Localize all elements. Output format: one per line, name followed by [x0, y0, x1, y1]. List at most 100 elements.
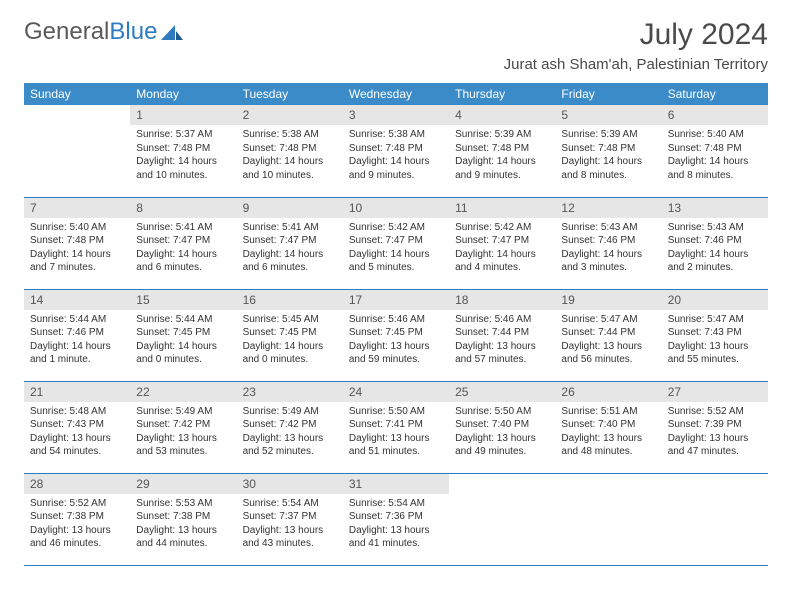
daylight-text: Daylight: 13 hours and 47 minutes. — [668, 432, 762, 459]
day-cell: 7Sunrise: 5:40 AMSunset: 7:48 PMDaylight… — [24, 197, 130, 289]
col-thursday: Thursday — [449, 83, 555, 105]
sunrise-text: Sunrise: 5:39 AM — [561, 128, 655, 142]
day-cell: 16Sunrise: 5:45 AMSunset: 7:45 PMDayligh… — [237, 289, 343, 381]
day-number: 20 — [662, 290, 768, 310]
sunset-text: Sunset: 7:44 PM — [455, 326, 549, 340]
day-number: 8 — [130, 198, 236, 218]
sunset-text: Sunset: 7:46 PM — [30, 326, 124, 340]
day-number: 24 — [343, 382, 449, 402]
col-tuesday: Tuesday — [237, 83, 343, 105]
day-number: 18 — [449, 290, 555, 310]
sunrise-text: Sunrise: 5:38 AM — [243, 128, 337, 142]
day-body: Sunrise: 5:38 AMSunset: 7:48 PMDaylight:… — [343, 125, 449, 190]
daylight-text: Daylight: 14 hours and 0 minutes. — [243, 340, 337, 367]
title-block: July 2024 Jurat ash Sham'ah, Palestinian… — [504, 18, 768, 73]
sunset-text: Sunset: 7:40 PM — [561, 418, 655, 432]
day-body: Sunrise: 5:43 AMSunset: 7:46 PMDaylight:… — [555, 218, 661, 283]
sunset-text: Sunset: 7:43 PM — [30, 418, 124, 432]
day-body: Sunrise: 5:40 AMSunset: 7:48 PMDaylight:… — [24, 218, 130, 283]
sunset-text: Sunset: 7:36 PM — [349, 510, 443, 524]
sunrise-text: Sunrise: 5:52 AM — [30, 497, 124, 511]
day-cell: 22Sunrise: 5:49 AMSunset: 7:42 PMDayligh… — [130, 381, 236, 473]
sunset-text: Sunset: 7:45 PM — [136, 326, 230, 340]
day-number: 1 — [130, 105, 236, 125]
sunrise-text: Sunrise: 5:40 AM — [668, 128, 762, 142]
day-cell: 6Sunrise: 5:40 AMSunset: 7:48 PMDaylight… — [662, 105, 768, 197]
day-cell: 29Sunrise: 5:53 AMSunset: 7:38 PMDayligh… — [130, 473, 236, 565]
col-sunday: Sunday — [24, 83, 130, 105]
day-body: Sunrise: 5:54 AMSunset: 7:36 PMDaylight:… — [343, 494, 449, 559]
daylight-text: Daylight: 14 hours and 1 minute. — [30, 340, 124, 367]
sunset-text: Sunset: 7:45 PM — [349, 326, 443, 340]
day-cell — [24, 105, 130, 197]
day-number: 28 — [24, 474, 130, 494]
sunrise-text: Sunrise: 5:46 AM — [455, 313, 549, 327]
daylight-text: Daylight: 14 hours and 3 minutes. — [561, 248, 655, 275]
day-number: 21 — [24, 382, 130, 402]
week-row: 14Sunrise: 5:44 AMSunset: 7:46 PMDayligh… — [24, 289, 768, 381]
daylight-text: Daylight: 14 hours and 9 minutes. — [349, 155, 443, 182]
col-saturday: Saturday — [662, 83, 768, 105]
daylight-text: Daylight: 14 hours and 10 minutes. — [136, 155, 230, 182]
day-cell: 2Sunrise: 5:38 AMSunset: 7:48 PMDaylight… — [237, 105, 343, 197]
sunset-text: Sunset: 7:48 PM — [668, 142, 762, 156]
sunset-text: Sunset: 7:44 PM — [561, 326, 655, 340]
day-cell: 30Sunrise: 5:54 AMSunset: 7:37 PMDayligh… — [237, 473, 343, 565]
day-body: Sunrise: 5:40 AMSunset: 7:48 PMDaylight:… — [662, 125, 768, 190]
day-number: 6 — [662, 105, 768, 125]
day-number: 3 — [343, 105, 449, 125]
day-cell: 28Sunrise: 5:52 AMSunset: 7:38 PMDayligh… — [24, 473, 130, 565]
day-number: 22 — [130, 382, 236, 402]
day-number: 11 — [449, 198, 555, 218]
daylight-text: Daylight: 14 hours and 8 minutes. — [561, 155, 655, 182]
daylight-text: Daylight: 13 hours and 44 minutes. — [136, 524, 230, 551]
week-row: 7Sunrise: 5:40 AMSunset: 7:48 PMDaylight… — [24, 197, 768, 289]
sunrise-text: Sunrise: 5:47 AM — [668, 313, 762, 327]
day-number: 15 — [130, 290, 236, 310]
day-cell — [555, 473, 661, 565]
day-number: 4 — [449, 105, 555, 125]
sunset-text: Sunset: 7:47 PM — [349, 234, 443, 248]
day-number: 2 — [237, 105, 343, 125]
daylight-text: Daylight: 13 hours and 57 minutes. — [455, 340, 549, 367]
sunrise-text: Sunrise: 5:40 AM — [30, 221, 124, 235]
day-cell: 9Sunrise: 5:41 AMSunset: 7:47 PMDaylight… — [237, 197, 343, 289]
weekday-header-row: Sunday Monday Tuesday Wednesday Thursday… — [24, 83, 768, 105]
sunset-text: Sunset: 7:47 PM — [136, 234, 230, 248]
day-body: Sunrise: 5:52 AMSunset: 7:38 PMDaylight:… — [24, 494, 130, 559]
sunrise-text: Sunrise: 5:42 AM — [349, 221, 443, 235]
daylight-text: Daylight: 13 hours and 43 minutes. — [243, 524, 337, 551]
day-body: Sunrise: 5:50 AMSunset: 7:41 PMDaylight:… — [343, 402, 449, 467]
daylight-text: Daylight: 14 hours and 10 minutes. — [243, 155, 337, 182]
sunrise-text: Sunrise: 5:50 AM — [349, 405, 443, 419]
sunrise-text: Sunrise: 5:44 AM — [30, 313, 124, 327]
sunrise-text: Sunrise: 5:51 AM — [561, 405, 655, 419]
day-cell: 25Sunrise: 5:50 AMSunset: 7:40 PMDayligh… — [449, 381, 555, 473]
sunset-text: Sunset: 7:48 PM — [136, 142, 230, 156]
daylight-text: Daylight: 14 hours and 6 minutes. — [243, 248, 337, 275]
day-cell: 18Sunrise: 5:46 AMSunset: 7:44 PMDayligh… — [449, 289, 555, 381]
sunrise-text: Sunrise: 5:47 AM — [561, 313, 655, 327]
day-cell: 3Sunrise: 5:38 AMSunset: 7:48 PMDaylight… — [343, 105, 449, 197]
day-cell: 31Sunrise: 5:54 AMSunset: 7:36 PMDayligh… — [343, 473, 449, 565]
sunrise-text: Sunrise: 5:49 AM — [136, 405, 230, 419]
daylight-text: Daylight: 13 hours and 51 minutes. — [349, 432, 443, 459]
day-body: Sunrise: 5:46 AMSunset: 7:44 PMDaylight:… — [449, 310, 555, 375]
day-body: Sunrise: 5:49 AMSunset: 7:42 PMDaylight:… — [237, 402, 343, 467]
logo: GeneralBlue — [24, 18, 183, 46]
day-body: Sunrise: 5:54 AMSunset: 7:37 PMDaylight:… — [237, 494, 343, 559]
col-monday: Monday — [130, 83, 236, 105]
day-cell: 27Sunrise: 5:52 AMSunset: 7:39 PMDayligh… — [662, 381, 768, 473]
daylight-text: Daylight: 14 hours and 8 minutes. — [668, 155, 762, 182]
day-number: 23 — [237, 382, 343, 402]
sunset-text: Sunset: 7:40 PM — [455, 418, 549, 432]
sunrise-text: Sunrise: 5:53 AM — [136, 497, 230, 511]
sunset-text: Sunset: 7:37 PM — [243, 510, 337, 524]
sunrise-text: Sunrise: 5:54 AM — [349, 497, 443, 511]
day-body: Sunrise: 5:39 AMSunset: 7:48 PMDaylight:… — [449, 125, 555, 190]
sunset-text: Sunset: 7:39 PM — [668, 418, 762, 432]
sunrise-text: Sunrise: 5:43 AM — [668, 221, 762, 235]
daylight-text: Daylight: 14 hours and 0 minutes. — [136, 340, 230, 367]
sunset-text: Sunset: 7:43 PM — [668, 326, 762, 340]
day-body: Sunrise: 5:38 AMSunset: 7:48 PMDaylight:… — [237, 125, 343, 190]
